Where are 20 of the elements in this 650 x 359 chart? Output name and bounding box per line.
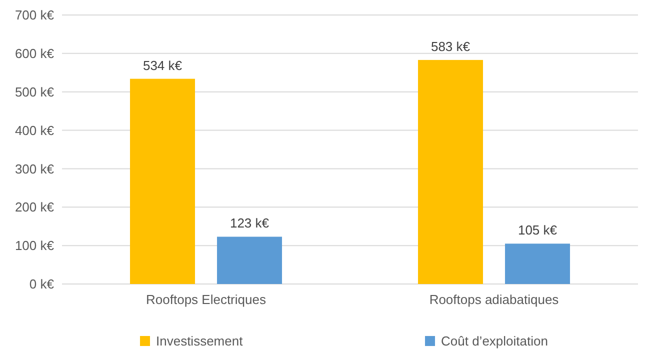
data-label: 105 k€ (518, 222, 558, 238)
y-tick-label: 200 k€ (14, 200, 55, 215)
bar (418, 60, 483, 284)
y-tick-label: 500 k€ (14, 84, 55, 100)
bar (505, 244, 570, 284)
legend-label: Investissement (156, 334, 244, 349)
bar (130, 78, 195, 284)
y-tick-label: 100 k€ (14, 238, 55, 254)
data-label: 123 k€ (230, 216, 270, 231)
data-label: 534 k€ (142, 58, 183, 73)
legend-label: Coût d’exploitation (441, 334, 548, 349)
y-tick-label: 700 k€ (14, 8, 55, 23)
y-tick-label: 0 k€ (29, 276, 55, 292)
y-tick-label: 400 k€ (14, 122, 55, 138)
x-tick-label: Rooftops Electriques (146, 292, 266, 307)
y-tick-label: 600 k€ (14, 46, 55, 61)
y-tick-label: 300 k€ (14, 161, 55, 176)
bar (217, 236, 282, 284)
data-label: 583 k€ (430, 38, 471, 54)
x-tick-label: Rooftops adiabatiques (429, 292, 560, 307)
